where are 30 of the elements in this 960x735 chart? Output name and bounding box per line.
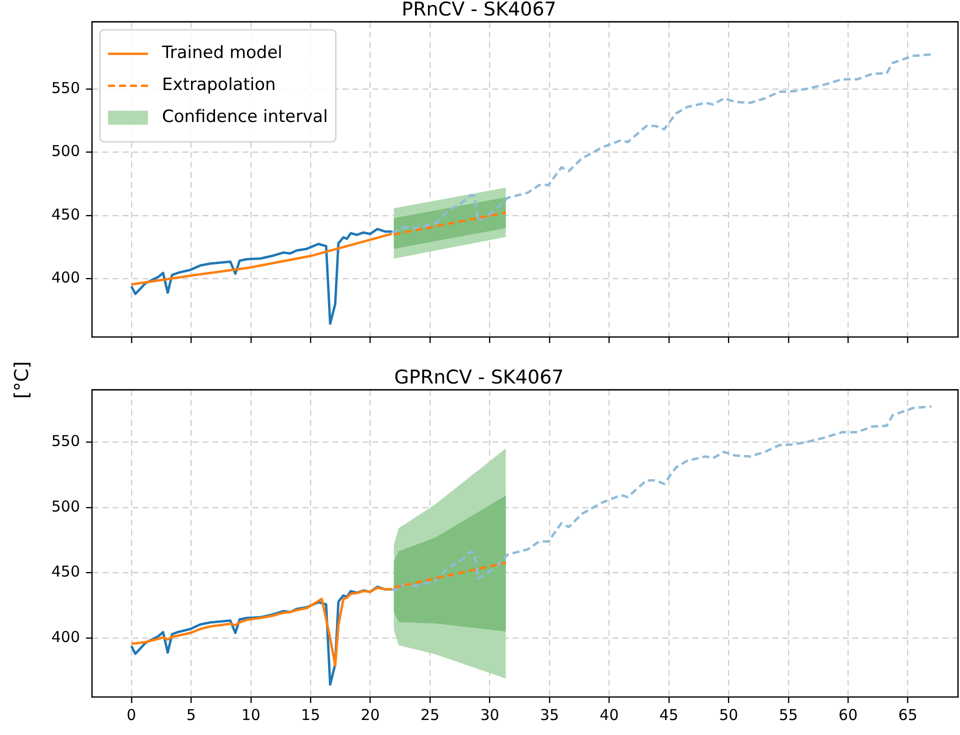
x-tick-label: 65 (898, 706, 918, 724)
x-tick-label: 10 (241, 706, 260, 724)
x-tick-label: 20 (360, 706, 380, 724)
x-tick-label: 45 (659, 706, 678, 724)
line-series (390, 53, 933, 234)
chart-title: GPRnCV - SK4067 (394, 366, 564, 388)
x-tick-label: 0 (126, 706, 136, 724)
x-tick-label: 50 (719, 706, 738, 724)
y-axis-title: [°C] (11, 361, 33, 399)
x-tick-label: 55 (778, 706, 798, 724)
x-tick-label: 25 (420, 706, 440, 724)
chart-title: PRnCV - SK4067 (402, 0, 556, 20)
y-tick-label: 450 (51, 562, 80, 581)
x-tick-label: 60 (838, 706, 858, 724)
x-tick-label: 15 (301, 706, 320, 724)
y-tick-label: 500 (51, 142, 80, 160)
legend-label: Confidence interval (162, 107, 328, 128)
x-tick-label: 5 (186, 706, 196, 724)
y-tick-label: 400 (51, 268, 80, 287)
x-tick-label: 40 (600, 706, 619, 724)
line-series (390, 405, 933, 592)
y-tick-label: 400 (51, 628, 80, 646)
y-tick-label: 550 (51, 432, 80, 450)
legend-label: Extrapolation (162, 75, 276, 96)
y-tick-label: 500 (51, 497, 80, 516)
x-tick-label: 30 (480, 706, 500, 724)
y-tick-label: 450 (51, 205, 80, 224)
x-tick-label: 35 (540, 706, 560, 724)
legend-label: Trained model (161, 43, 282, 64)
y-tick-label: 550 (51, 78, 80, 97)
